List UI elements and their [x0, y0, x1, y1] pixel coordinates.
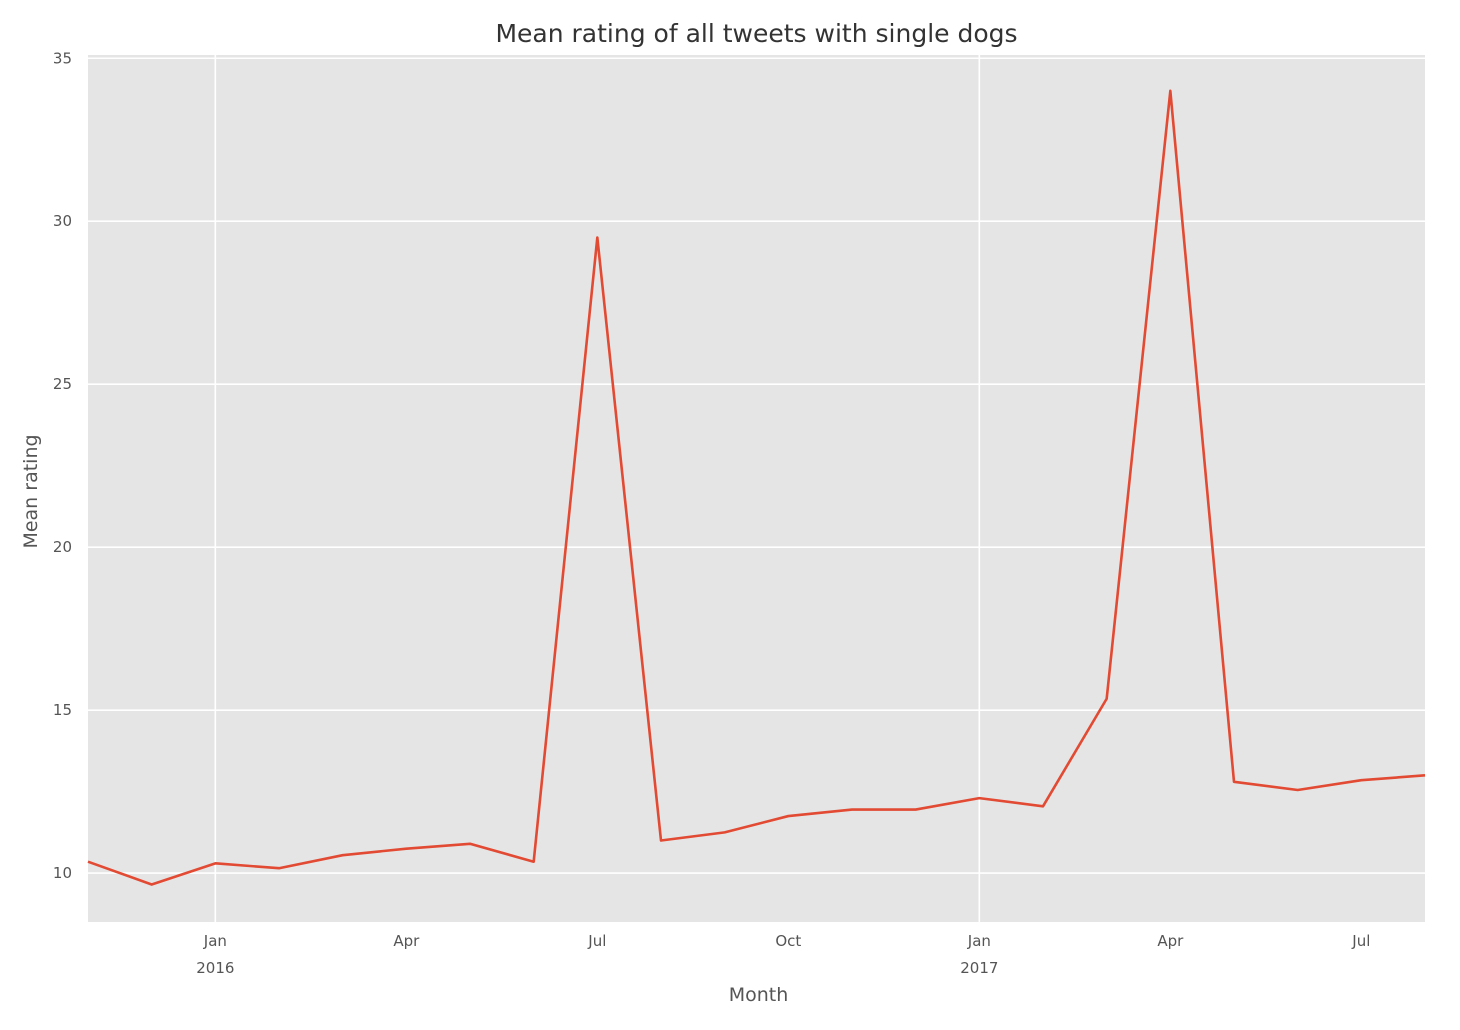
y-tick-label: 10 [53, 864, 72, 882]
x-axis-ticks: Jan 2016 Apr Jul Oct Jan 2017 Apr Jul [196, 932, 1370, 977]
y-tick-label: 15 [53, 701, 72, 719]
y-axis-ticks: 10 15 20 25 30 35 [53, 49, 72, 882]
x-tick-sublabel: 2016 [196, 959, 234, 977]
x-tick-label: Oct [775, 932, 801, 950]
x-tick-label: Jul [1351, 932, 1370, 950]
y-tick-label: 35 [53, 49, 72, 67]
x-tick-label: Jul [587, 932, 606, 950]
x-tick-label: Apr [393, 932, 420, 950]
y-axis-label: Mean rating [20, 434, 42, 548]
grid-lines [88, 55, 1425, 922]
x-tick-label: Apr [1157, 932, 1184, 950]
plot-area [88, 55, 1425, 922]
x-axis-label: Month [729, 984, 789, 1006]
chart-title: Mean rating of all tweets with single do… [495, 19, 1017, 48]
y-tick-label: 25 [53, 375, 72, 393]
series-layer [87, 89, 1426, 886]
series-line [87, 89, 1426, 886]
y-tick-label: 30 [53, 212, 72, 230]
x-tick-sublabel: 2017 [960, 959, 998, 977]
x-tick-label: Jan [967, 932, 991, 950]
x-tick-label: Jan [203, 932, 227, 950]
y-tick-label: 20 [53, 538, 72, 556]
